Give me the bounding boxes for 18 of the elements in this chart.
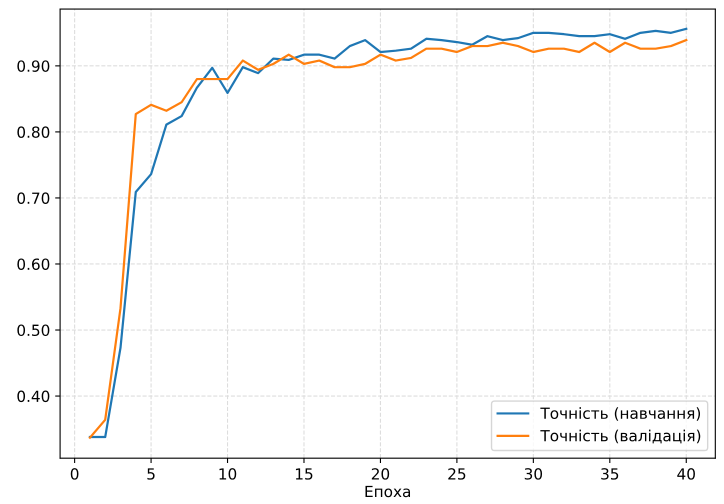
x-tick-label: 10 (219, 468, 236, 480)
x-tick-label: 0 (70, 468, 78, 480)
y-tick-label: 0.80 (17, 126, 50, 138)
y-tick-label: 0.70 (17, 192, 50, 204)
x-tick-label: 25 (448, 468, 466, 480)
legend-label: Точність (валідація) (540, 430, 700, 444)
y-tick-label: 0.40 (17, 390, 50, 402)
x-tick-label: 30 (524, 468, 542, 480)
legend-label: Точність (навчання) (540, 407, 700, 421)
y-tick-label: 0.90 (17, 60, 50, 72)
x-tick-label: 15 (296, 468, 312, 480)
y-tick-label: 0.60 (17, 258, 50, 270)
x-tick-label: 20 (372, 468, 390, 480)
x-tick-label: 5 (147, 468, 155, 480)
x-tick-label: 35 (601, 468, 618, 480)
x-tick-label: 40 (677, 468, 695, 480)
y-tick-label: 0.50 (17, 324, 50, 336)
x-axis-title: Епоха (366, 486, 410, 498)
